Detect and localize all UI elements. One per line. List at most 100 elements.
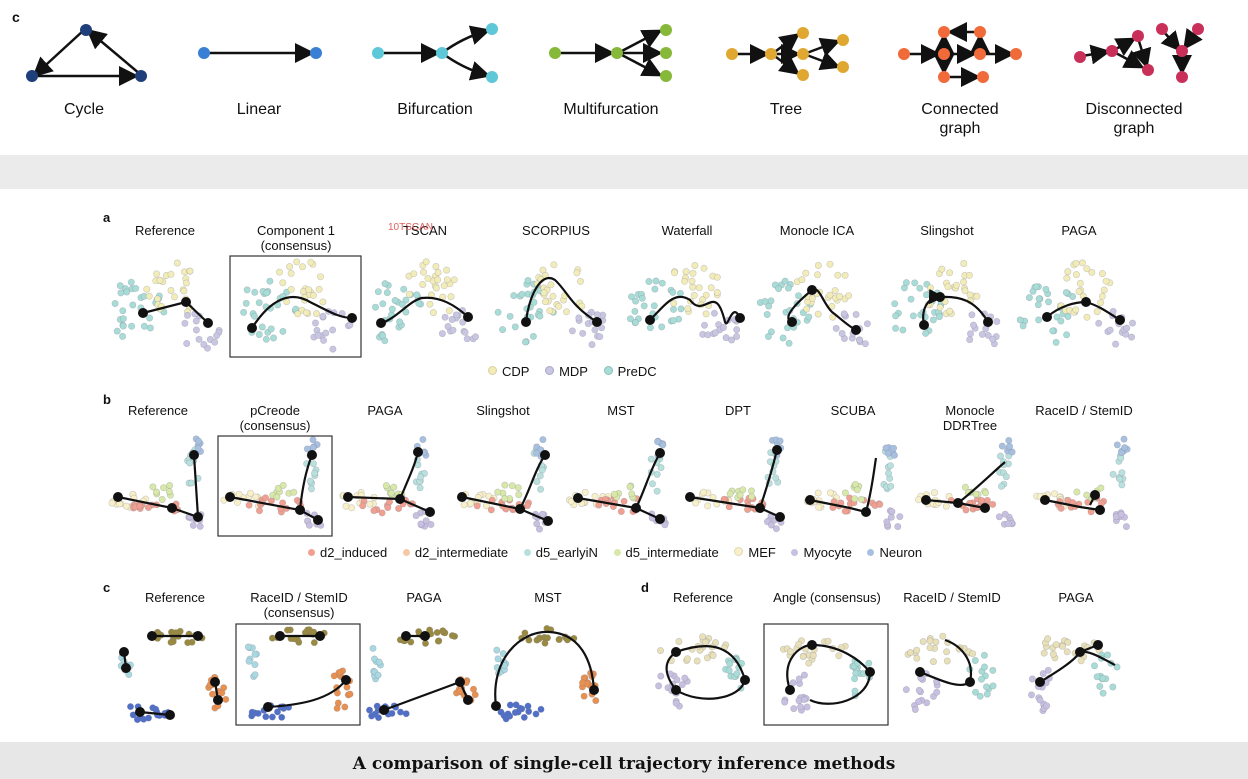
cell-point — [1072, 271, 1080, 279]
cell-point — [906, 649, 914, 657]
cell-point — [1062, 288, 1070, 296]
trajectory-node — [121, 663, 131, 673]
trajectory-node — [343, 492, 353, 502]
cell-point — [976, 692, 984, 700]
cell-point — [153, 488, 161, 496]
cell-point — [926, 284, 934, 292]
trajectory-path — [494, 630, 596, 707]
trajectory-node — [655, 448, 665, 458]
cell-point — [1069, 292, 1077, 300]
legend-label: Myocyte — [803, 545, 852, 560]
cell-point — [598, 324, 606, 332]
cell-point — [675, 637, 683, 645]
cell-point — [533, 478, 541, 486]
cell-point — [346, 690, 354, 698]
cell-point — [961, 483, 969, 491]
cell-point — [932, 638, 940, 646]
trajectory-node — [455, 677, 465, 687]
cell-point — [211, 338, 219, 346]
cell-point — [390, 483, 398, 491]
cell-point — [424, 274, 432, 282]
cell-point — [851, 687, 859, 695]
cell-point — [341, 703, 349, 711]
cell-point — [269, 334, 277, 342]
tree-icon — [726, 27, 849, 81]
cell-point — [160, 484, 168, 492]
cell-point — [680, 277, 688, 285]
cell-point — [704, 502, 712, 510]
cell-point — [747, 487, 755, 495]
cell-point — [775, 285, 783, 293]
legend-swatch — [523, 549, 531, 556]
cell-point — [388, 305, 396, 313]
cell-point — [661, 521, 669, 529]
cell-point — [370, 655, 378, 663]
cell-point — [218, 689, 226, 697]
cell-point — [1045, 298, 1053, 306]
trajectory-node — [275, 631, 285, 641]
cell-point — [255, 330, 263, 338]
cell-point — [690, 291, 698, 299]
cell-point — [700, 264, 708, 272]
caption-bar — [0, 742, 1248, 779]
cell-point — [1083, 313, 1091, 321]
cell-point — [294, 310, 302, 318]
panel-b-title: RaceID / StemID — [1035, 403, 1133, 418]
cell-point — [305, 521, 313, 529]
cell-point — [539, 436, 547, 444]
cell-point — [167, 286, 175, 294]
trajectory-node — [787, 317, 797, 327]
consensus-box — [229, 255, 362, 358]
consensus-box — [763, 623, 889, 726]
cell-point — [261, 494, 269, 502]
cell-point — [703, 654, 711, 662]
cell-point — [144, 503, 152, 511]
cell-point — [119, 322, 127, 330]
bifurcation-icon — [372, 23, 498, 83]
cell-point — [417, 473, 425, 481]
panel-b-title: Reference — [128, 403, 188, 418]
cell-point — [968, 311, 976, 319]
cell-point — [781, 277, 789, 285]
cell-point — [156, 276, 164, 284]
cell-point — [929, 658, 937, 666]
cell-point — [421, 639, 429, 647]
trajectory-path — [786, 643, 872, 705]
panel-c-title: Reference — [145, 590, 205, 605]
cell-point — [493, 646, 501, 654]
cell-point — [537, 705, 545, 713]
cell-point — [128, 322, 136, 330]
cell-point — [669, 305, 677, 313]
cell-point — [439, 627, 447, 635]
cell-point — [1077, 657, 1085, 665]
cell-point — [251, 312, 259, 320]
trajectory-node — [1115, 315, 1125, 325]
cell-point — [311, 319, 319, 327]
cell-point — [119, 315, 127, 323]
cell-point — [426, 626, 434, 634]
panel-a-label: a — [103, 210, 111, 225]
cell-point — [1096, 682, 1104, 690]
trajectory-node — [921, 495, 931, 505]
cell-point — [365, 706, 373, 714]
cell-point — [971, 656, 979, 664]
trajectory-node — [671, 647, 681, 657]
cell-point — [892, 312, 900, 320]
cell-point — [373, 702, 381, 710]
cell-point — [596, 333, 604, 341]
cell-point — [1053, 313, 1061, 321]
cell-point — [514, 708, 522, 716]
cell-point — [733, 326, 741, 334]
cell-point — [578, 679, 586, 687]
trajectory-node — [775, 512, 785, 522]
cell-point — [691, 261, 699, 269]
cell-point — [459, 318, 467, 326]
cell-point — [943, 657, 951, 665]
cell-point — [861, 340, 869, 348]
trajectory-node — [1081, 297, 1091, 307]
panel-c-title: RaceID / StemID (consensus) — [250, 590, 348, 620]
cell-point — [989, 682, 997, 690]
cell-point — [841, 489, 849, 497]
trajectory-node — [457, 492, 467, 502]
